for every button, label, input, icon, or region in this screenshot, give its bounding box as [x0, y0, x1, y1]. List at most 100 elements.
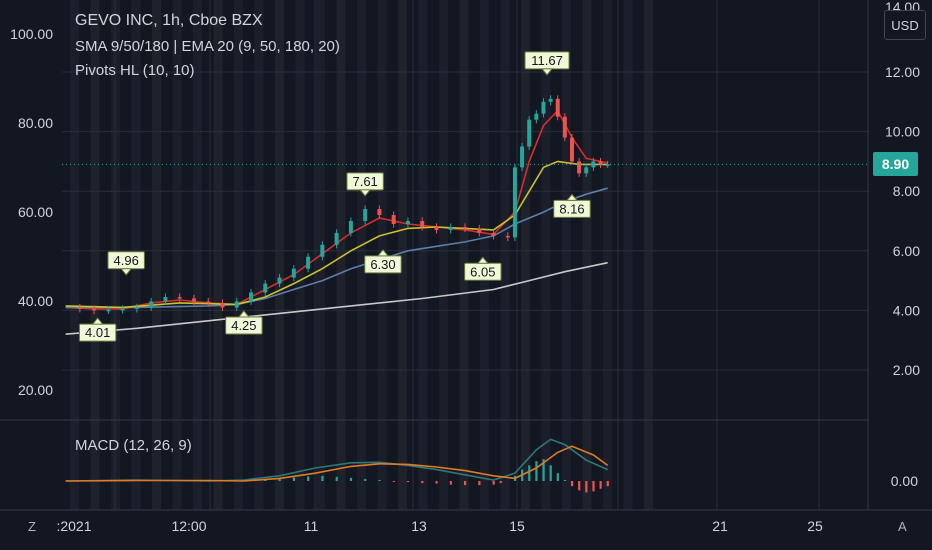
candle-body: [120, 308, 125, 311]
candle-body: [605, 164, 610, 166]
candle-body: [505, 235, 510, 238]
macd-histogram-bar: [578, 481, 581, 491]
candle-body: [363, 209, 368, 221]
pivot-label-low: 6.05: [464, 256, 502, 281]
session-band: [172, 0, 182, 510]
candle-body: [491, 232, 496, 236]
indicator-legend-ma[interactable]: SMA 9/50/180 | EMA 20 (9, 50, 180, 20): [75, 38, 340, 55]
pivot-value: 11.67: [531, 53, 563, 68]
candle-body: [584, 167, 589, 174]
candle-body: [548, 98, 553, 102]
left-axis-tick: 100.00: [10, 26, 53, 42]
pivot-value: 6.05: [470, 264, 495, 279]
macd-histogram-bar: [421, 481, 424, 484]
session-band: [582, 0, 592, 510]
macd-histogram-bar: [492, 481, 495, 485]
candle-body: [527, 119, 532, 147]
macd-histogram-bar: [335, 476, 338, 481]
pivot-label-high: 7.61: [346, 172, 384, 197]
left-axis-tick: 40.00: [18, 293, 53, 309]
session-band: [603, 0, 612, 510]
x-axis-tick: 21: [712, 518, 728, 534]
candle-body: [320, 244, 325, 257]
candle-body: [220, 302, 225, 308]
session-band: [398, 0, 407, 510]
auto-scale-button[interactable]: A: [898, 519, 907, 534]
candle-body: [448, 226, 453, 230]
candle-body: [106, 309, 111, 312]
macd-histogram-bar: [349, 477, 353, 481]
macd-histogram-bar: [570, 481, 574, 487]
candle-body: [191, 298, 196, 302]
candle-body: [306, 256, 311, 269]
currency-button[interactable]: USD: [884, 10, 926, 40]
pivot-label-high: 4.96: [107, 251, 145, 276]
macd-signal-line: [65, 445, 609, 482]
session-band: [234, 0, 243, 510]
candle-body: [555, 98, 560, 117]
session-band: [70, 0, 79, 510]
macd-histogram-bar: [364, 478, 367, 481]
last-price-badge: 8.90: [873, 152, 918, 176]
candle-body: [348, 221, 353, 233]
session-band: [336, 0, 346, 510]
right-axis-tick: 8.00: [893, 183, 920, 199]
session-band: [357, 0, 366, 510]
candle-body: [562, 116, 567, 138]
macd-histogram-bar: [563, 479, 567, 481]
session-bands: [70, 0, 653, 510]
session-band: [90, 0, 100, 510]
macd-histogram-bar: [292, 477, 296, 481]
macd-histogram-bar: [549, 465, 552, 481]
candle-body: [534, 113, 539, 120]
macd-histogram-bar: [585, 481, 588, 493]
indicator-legend-pivots[interactable]: Pivots HL (10, 10): [75, 62, 195, 79]
candle-body: [405, 221, 410, 224]
macd-histogram-bar: [378, 479, 381, 481]
macd-histogram-bar: [464, 481, 467, 486]
candle-body: [391, 215, 396, 224]
macd-histogram-bar: [542, 459, 545, 481]
session-band: [418, 0, 428, 510]
candle-body: [149, 301, 154, 308]
session-band: [439, 0, 448, 510]
macd-histogram-bar: [449, 481, 452, 485]
session-band: [275, 0, 284, 510]
candle-body: [77, 307, 82, 309]
macd-histogram-bar: [406, 481, 410, 483]
candle-body: [569, 137, 574, 162]
candle-body: [577, 161, 582, 174]
session-band: [500, 0, 510, 510]
pivot-value: 8.16: [559, 201, 584, 216]
candle-body: [163, 296, 168, 302]
macd-histogram-bar: [606, 481, 609, 487]
chart-grid: [0, 0, 932, 511]
pivot-label-low: 8.16: [553, 193, 591, 218]
indicator-legend-macd[interactable]: MACD (12, 26, 9): [75, 437, 192, 454]
candle-body: [263, 283, 268, 293]
candle-body: [92, 308, 97, 311]
candle-body: [520, 146, 525, 168]
pivot-label-high: 11.67: [524, 51, 570, 76]
macd-histogram-bar: [528, 465, 531, 481]
right-axis-tick: 10.00: [885, 124, 920, 140]
candle-body: [598, 161, 603, 165]
macd-histogram-bar: [535, 461, 538, 481]
pivot-label-low: 4.01: [78, 317, 117, 342]
right-axis-tick: 6.00: [893, 243, 920, 259]
pivot-value: 6.30: [370, 257, 395, 272]
left-axis-tick: 20.00: [18, 382, 53, 398]
right-axis-tick: 2.00: [893, 362, 920, 378]
pivot-value: 4.25: [231, 318, 256, 333]
pivot-value: 4.96: [114, 253, 139, 268]
candle-body: [206, 301, 211, 303]
right-axis-tick: 4.00: [893, 302, 920, 318]
session-band: [562, 0, 571, 510]
macd-histogram-bar: [307, 476, 310, 481]
macd-histogram-bar: [278, 478, 281, 481]
timezone-toggle-button[interactable]: Z: [28, 519, 36, 534]
chart-title: GEVO INC, 1h, Cboe BZX: [75, 12, 263, 29]
series-line-sma-180: [65, 261, 608, 335]
macd-histogram-bar: [321, 475, 324, 481]
